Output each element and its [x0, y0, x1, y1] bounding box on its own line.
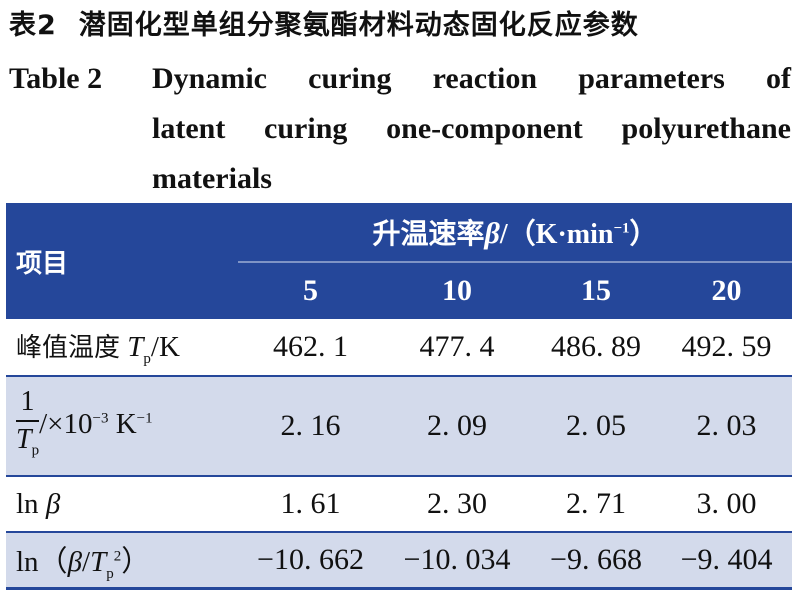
heating-rate-group-header: 升温速率β/（K·min−1） [238, 203, 793, 263]
table-cell: 2. 16 [238, 376, 383, 477]
rate-header-5: 5 [238, 262, 383, 319]
header-row-top: 项目 升温速率β/（K·min−1） [6, 203, 793, 319]
beta-symbol: β [484, 217, 500, 250]
fraction: 1 Tp [16, 385, 40, 459]
table-cell: −10. 034 [383, 532, 531, 590]
header-row-rates: 5 10 15 20 [6, 262, 793, 319]
english-title-line-1: Dynamic curing reaction parameters of [152, 62, 791, 95]
table-cell: 477. 4 [383, 319, 531, 377]
rate-header-15: 15 [531, 262, 661, 319]
chinese-table-label: 表2 [9, 10, 57, 41]
rate-header-10: 10 [383, 262, 531, 319]
item-column-header: 项目 [6, 203, 238, 319]
table-row-inverse-temperature: 1 Tp/×10−3 K−1 2. 16 2. 09 2. 05 2. 03 [6, 376, 793, 477]
table-cell: 1. 61 [238, 476, 383, 533]
table-row-ln-beta-over-tp2: ln（β/Tp2） −10. 662 −10. 034 −9. 668 −9. … [6, 532, 793, 590]
chinese-table-caption: 表2 潜固化型单组分聚氨酯材料动态固化反应参数 [9, 4, 639, 48]
heating-rate-unit: /（K·min−1） [499, 219, 658, 250]
table-cell: 486. 89 [531, 319, 661, 377]
row-label-peak-temperature: 峰值温度 Tp/K [6, 319, 238, 377]
english-table-label: Table 2 [9, 62, 103, 95]
row-label-ln-beta-over-tp2: ln（β/Tp2） [6, 532, 238, 590]
table-cell: 2. 05 [531, 376, 661, 477]
english-title-line-2: latent curing one-component polyurethane [152, 112, 791, 145]
table-cell: −9. 668 [531, 532, 661, 590]
heating-rate-label: 升温速率 [372, 217, 485, 250]
row-label-inverse-temperature: 1 Tp/×10−3 K−1 [6, 376, 238, 477]
table-cell: 2. 71 [531, 476, 661, 533]
table-cell: 492. 59 [661, 319, 793, 377]
table-row-ln-beta: ln β 1. 61 2. 30 2. 71 3. 00 [6, 476, 793, 533]
english-table-caption: Table 2 Dynamic curing reaction paramete… [9, 54, 791, 204]
table-cell: 462. 1 [238, 319, 383, 377]
rate-header-20: 20 [661, 262, 793, 319]
chinese-table-title: 潜固化型单组分聚氨酯材料动态固化反应参数 [78, 10, 639, 41]
table-cell: −9. 404 [661, 532, 793, 590]
table-cell: 2. 03 [661, 376, 793, 477]
english-title-line-3: materials [152, 162, 272, 195]
table-cell: −10. 662 [238, 532, 383, 590]
table-row-peak-temperature: 峰值温度 Tp/K 462. 1 477. 4 486. 89 492. 59 [6, 319, 793, 377]
row-label-ln-beta: ln β [6, 476, 238, 533]
curing-parameters-table: 项目 升温速率β/（K·min−1） 5 10 15 20 峰值温度 Tp/K … [6, 203, 793, 590]
table-cell: 2. 09 [383, 376, 531, 477]
table-cell: 2. 30 [383, 476, 531, 533]
table-cell: 3. 00 [661, 476, 793, 533]
